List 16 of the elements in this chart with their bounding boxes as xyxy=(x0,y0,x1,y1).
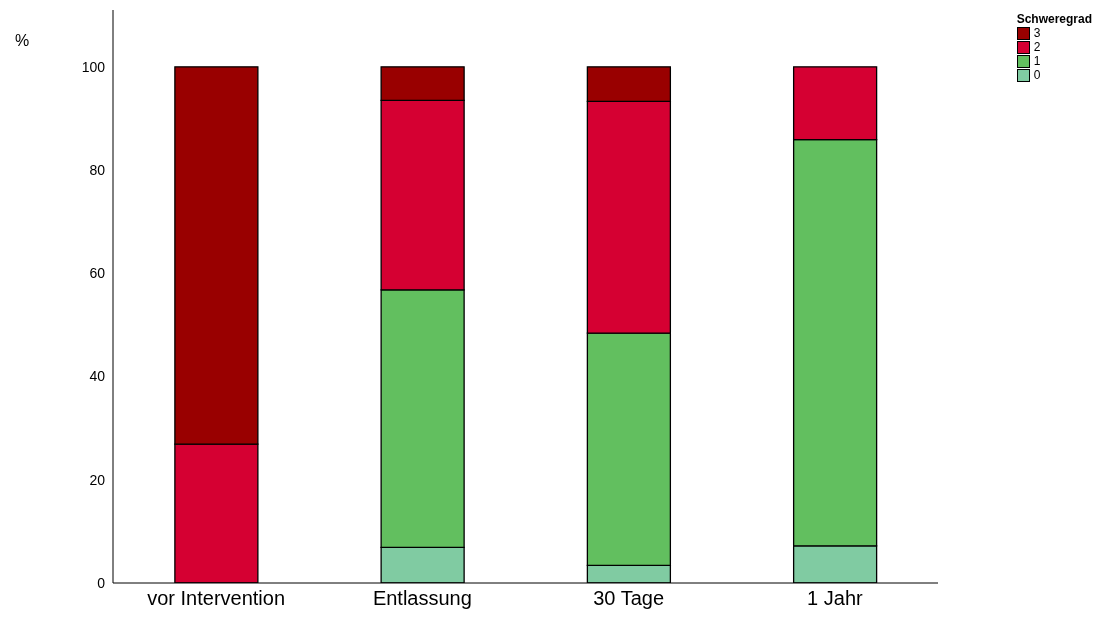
y-tick-label: 80 xyxy=(89,162,106,178)
x-tick-label: vor Intervention xyxy=(147,587,286,610)
x-tick-label: Entlassung xyxy=(372,587,472,610)
x-tick-label: 1 Jahr xyxy=(807,587,863,610)
x-tick-label: 30 Tage xyxy=(593,587,665,610)
legend-label: 2 xyxy=(1033,40,1041,54)
legend-title: Schweregrad xyxy=(1016,12,1092,26)
y-tick-label: 100 xyxy=(81,58,106,75)
y-tick-label: 40 xyxy=(89,368,106,385)
legend-label: 0 xyxy=(1033,68,1041,82)
y-tick-label: 0 xyxy=(97,574,106,591)
legend-label: 1 xyxy=(1033,54,1041,68)
y-axis-title: % xyxy=(15,32,30,50)
legend-label: 3 xyxy=(1033,26,1041,40)
y-tick-label: 20 xyxy=(89,471,106,488)
y-tick-label: 60 xyxy=(89,265,106,282)
